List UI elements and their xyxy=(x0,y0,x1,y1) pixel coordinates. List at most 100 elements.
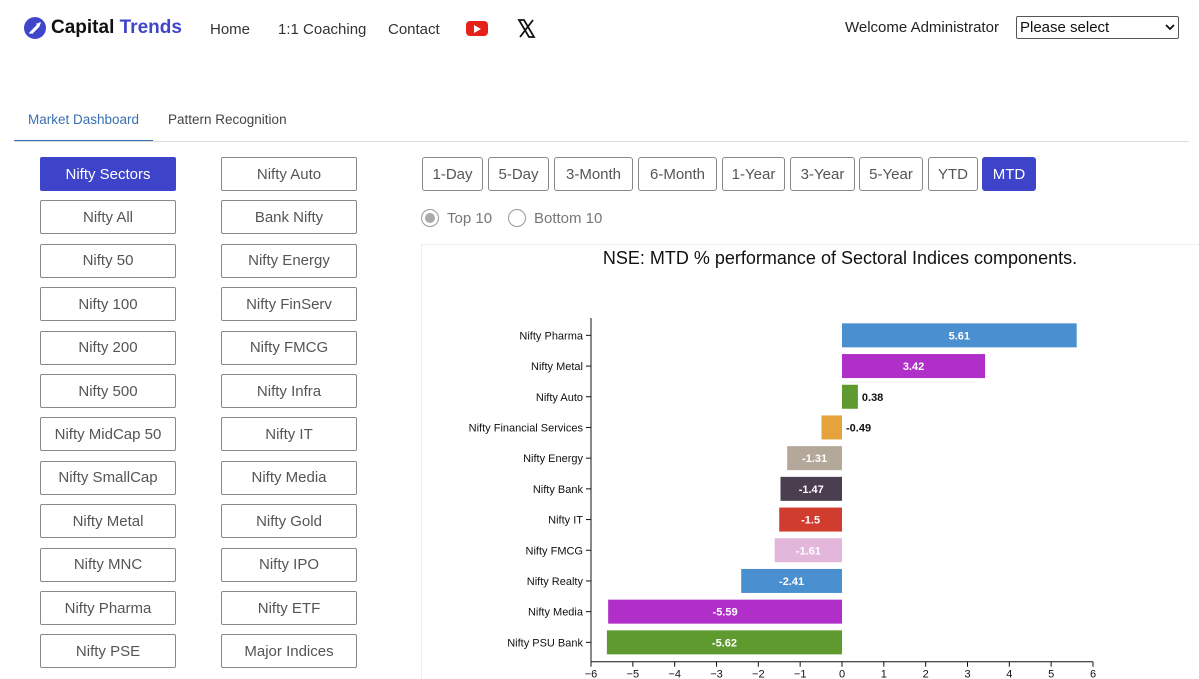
y-tick-label: Nifty Realty xyxy=(527,576,584,588)
sector-button-nifty-50[interactable]: Nifty 50 xyxy=(40,243,176,278)
sector-button-nifty-all[interactable]: Nifty All xyxy=(40,200,176,235)
chart-panel xyxy=(421,244,1199,679)
bar xyxy=(842,354,986,379)
sector-button-nifty-ipo[interactable]: Nifty IPO xyxy=(221,547,357,582)
data-label: -5.62 xyxy=(712,637,737,649)
sector-button-nifty-fmcg[interactable]: Nifty FMCG xyxy=(221,330,357,365)
x-tick-label: 6 xyxy=(1090,669,1096,679)
x-tick-label: −3 xyxy=(710,669,723,679)
brand-logo[interactable]: Capital Trends xyxy=(24,17,182,39)
sector-button-nifty-infra[interactable]: Nifty Infra xyxy=(221,374,357,408)
sector-button-nifty-media[interactable]: Nifty Media xyxy=(221,460,357,495)
sector-button-nifty-pharma[interactable]: Nifty Pharma xyxy=(40,591,176,625)
bar xyxy=(741,568,842,593)
x-tick-label: −1 xyxy=(794,669,807,679)
period-button-6-month[interactable]: 6-Month xyxy=(638,157,717,191)
y-tick-label: Nifty FMCG xyxy=(526,545,583,557)
sector-button-nifty-finserv[interactable]: Nifty FinServ xyxy=(221,287,357,322)
bar xyxy=(606,630,842,655)
tab-pattern-recognition[interactable]: Pattern Recognition xyxy=(168,112,287,127)
select-value: Please select xyxy=(1020,19,1110,36)
sector-button-bank-nifty[interactable]: Bank Nifty xyxy=(221,200,357,235)
nav-contact[interactable]: Contact xyxy=(388,21,440,38)
bar xyxy=(608,599,842,624)
tabs-divider xyxy=(14,141,1189,142)
period-button-3-month[interactable]: 3-Month xyxy=(554,157,633,191)
x-tick-label: −4 xyxy=(668,669,681,679)
data-label: -1.47 xyxy=(799,484,824,496)
radio-label-bottom: Bottom 10 xyxy=(534,209,603,227)
data-label: -5.59 xyxy=(713,607,738,619)
sector-button-nifty-metal[interactable]: Nifty Metal xyxy=(40,504,176,539)
bar xyxy=(842,384,858,409)
sector-button-nifty-auto[interactable]: Nifty Auto xyxy=(221,157,357,191)
period-button-mtd[interactable]: MTD xyxy=(982,157,1036,191)
sector-button-nifty-gold[interactable]: Nifty Gold xyxy=(221,504,357,539)
period-button-1-year[interactable]: 1-Year xyxy=(722,157,785,191)
bar xyxy=(779,507,842,532)
account-select[interactable]: Please select xyxy=(1016,16,1179,39)
y-tick-label: Nifty Bank xyxy=(533,484,584,496)
data-label: -2.41 xyxy=(779,576,804,588)
data-label: -0.49 xyxy=(846,422,871,434)
data-label: 0.38 xyxy=(862,392,883,404)
bar xyxy=(787,446,842,471)
x-tick-label: 0 xyxy=(839,669,845,679)
sector-button-nifty-etf[interactable]: Nifty ETF xyxy=(221,591,357,625)
y-tick-label: Nifty PSU Bank xyxy=(507,637,583,649)
x-tick-label: −6 xyxy=(585,669,598,679)
bar xyxy=(774,538,842,563)
nav-coaching[interactable]: 1:1 Coaching xyxy=(278,21,367,38)
data-label: -1.31 xyxy=(802,453,827,465)
sector-button-major-indices[interactable]: Major Indices xyxy=(221,634,357,669)
sector-button-nifty-smallcap[interactable]: Nifty SmallCap xyxy=(40,460,176,495)
period-button-5-day[interactable]: 5-Day xyxy=(488,157,549,191)
y-tick-label: Nifty Energy xyxy=(523,453,583,465)
x-tick-label: 5 xyxy=(1048,669,1054,679)
y-tick-label: Nifty Metal xyxy=(531,361,583,373)
rocket-icon xyxy=(24,17,46,39)
sector-button-nifty-pse[interactable]: Nifty PSE xyxy=(40,634,176,669)
x-tick-label: 1 xyxy=(881,669,887,679)
brand-name: Capital Trends xyxy=(51,17,182,38)
data-label: 3.42 xyxy=(903,361,924,373)
data-label: -1.5 xyxy=(801,515,820,527)
period-button-3-year[interactable]: 3-Year xyxy=(790,157,855,191)
radio-label-top: Top 10 xyxy=(447,209,493,227)
y-tick-label: Nifty Pharma xyxy=(519,330,583,342)
x-tick-label: 3 xyxy=(964,669,970,679)
sector-button-nifty-500[interactable]: Nifty 500 xyxy=(40,374,176,408)
y-tick-label: Nifty Auto xyxy=(536,392,583,404)
bar xyxy=(842,323,1077,348)
period-button-5-year[interactable]: 5-Year xyxy=(859,157,923,191)
tab-market-dashboard[interactable]: Market Dashboard xyxy=(14,112,153,142)
chart-title: NSE: MTD % performance of Sectoral Indic… xyxy=(603,248,1077,268)
youtube-icon[interactable] xyxy=(466,21,488,36)
y-tick-label: Nifty Media xyxy=(528,607,584,619)
sector-button-nifty-sectors[interactable]: Nifty Sectors xyxy=(40,157,176,191)
x-tick-label: −5 xyxy=(627,669,640,679)
radio-circle-top xyxy=(421,209,439,227)
y-tick-label: Nifty Financial Services xyxy=(469,422,584,434)
welcome-text: Welcome Administrator xyxy=(845,19,999,36)
period-button-1-day[interactable]: 1-Day xyxy=(422,157,483,191)
sector-button-nifty-mnc[interactable]: Nifty MNC xyxy=(40,547,176,582)
performance-bar-chart: NSE: MTD % performance of Sectoral Indic… xyxy=(469,248,1096,679)
x-tick-label: −2 xyxy=(752,669,765,679)
period-button-ytd[interactable]: YTD xyxy=(928,157,978,191)
sector-button-nifty-it[interactable]: Nifty IT xyxy=(221,417,357,452)
sector-button-nifty-100[interactable]: Nifty 100 xyxy=(40,287,176,322)
sector-button-nifty-200[interactable]: Nifty 200 xyxy=(40,330,176,365)
radio-bottom-10[interactable]: Bottom 10 xyxy=(508,209,602,227)
data-label: -1.61 xyxy=(796,545,821,557)
data-label: 5.61 xyxy=(949,330,970,342)
sector-button-nifty-energy[interactable]: Nifty Energy xyxy=(221,243,357,278)
radio-top-10[interactable]: Top 10 xyxy=(421,209,492,227)
sector-button-nifty-midcap-50[interactable]: Nifty MidCap 50 xyxy=(40,417,176,452)
y-tick-label: Nifty IT xyxy=(548,515,583,527)
x-tick-label: 4 xyxy=(1006,669,1012,679)
bar xyxy=(780,476,842,501)
nav-home[interactable]: Home xyxy=(210,21,251,38)
x-tick-label: 2 xyxy=(923,669,929,679)
x-icon[interactable] xyxy=(517,19,536,38)
